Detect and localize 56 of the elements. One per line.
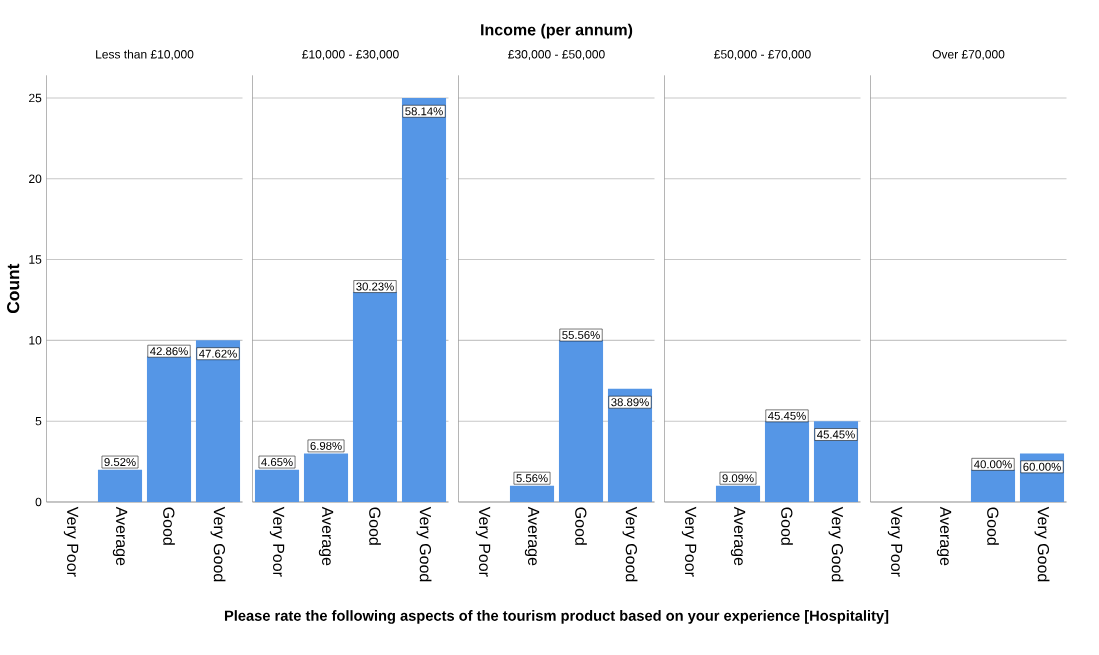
x-tick-label: Average (318, 506, 334, 566)
x-tick-label: Average (730, 506, 746, 566)
chart-title: Over £70,000 (932, 50, 1005, 60)
bar (254, 469, 300, 502)
annotation: 4.65% (261, 458, 293, 467)
annotation: 40.00% (974, 460, 1012, 469)
y-tick-label: 5 (35, 416, 42, 426)
x-tick-label: Very Poor (887, 506, 903, 577)
y-tick-label: 20 (29, 174, 42, 184)
annotation: 30.23% (356, 282, 394, 291)
x-tick-label: Good (163, 507, 175, 545)
x-tick-label: Good (781, 507, 793, 545)
annotation: 60.00% (1023, 462, 1061, 471)
x-tick-label: Average (936, 506, 952, 566)
x-tick-label: Good (369, 507, 381, 545)
y-tick-label: 0 (35, 497, 42, 507)
annotation: 45.45% (817, 430, 855, 439)
x-tick-label: Good (987, 507, 999, 545)
x-tick-label: Very Good (210, 506, 226, 582)
x-tick-label: Very Good (1034, 506, 1050, 582)
x-axis-title: Please rate the following aspects of the tourism product based on your experience [Hospitality] (224, 610, 889, 624)
annotation: 42.86% (150, 347, 188, 356)
x-tick-label: Average (524, 506, 540, 566)
chart-title: £50,000 - £70,000 (714, 50, 811, 60)
y-axis-title: Count (7, 263, 20, 313)
annotation: 5.56% (516, 474, 548, 483)
text: Income (per annum) (481, 23, 633, 39)
chart-title: Less than £10,000 (96, 49, 194, 60)
bar (352, 291, 398, 502)
x-tick-label: Very Poor (475, 506, 491, 577)
bar (401, 97, 447, 502)
y-tick-label: 10 (29, 336, 42, 345)
x-tick-label: Very Poor (63, 506, 79, 577)
annotation: 9.09% (722, 474, 754, 483)
annotation: 45.45% (768, 411, 806, 420)
x-tick-label: Very Good (828, 506, 844, 582)
annotation: 38.89% (611, 398, 649, 407)
y-tick-label: 25 (29, 93, 42, 103)
chart-title: £10,000 - £30,000 (302, 50, 399, 60)
x-tick-label: Average (112, 506, 128, 566)
bar (303, 453, 349, 502)
x-tick-label: Very Good (416, 506, 432, 582)
x-tick-label: Very Poor (269, 506, 285, 577)
x-tick-label: Very Good (622, 506, 638, 582)
x-tick-label: Good (575, 507, 587, 545)
bar (97, 469, 143, 502)
annotation: 9.52% (104, 458, 136, 467)
chart-title: £30,000 - £50,000 (508, 50, 605, 60)
annotation: 47.62% (199, 349, 237, 358)
annotation: 58.14% (405, 107, 443, 116)
x-tick-label: Very Poor (681, 506, 697, 577)
bar (195, 340, 241, 502)
annotation: 55.56% (562, 331, 600, 340)
y-tick-label: 15 (29, 255, 42, 264)
bar (146, 356, 192, 502)
annotation: 6.98% (310, 441, 342, 450)
